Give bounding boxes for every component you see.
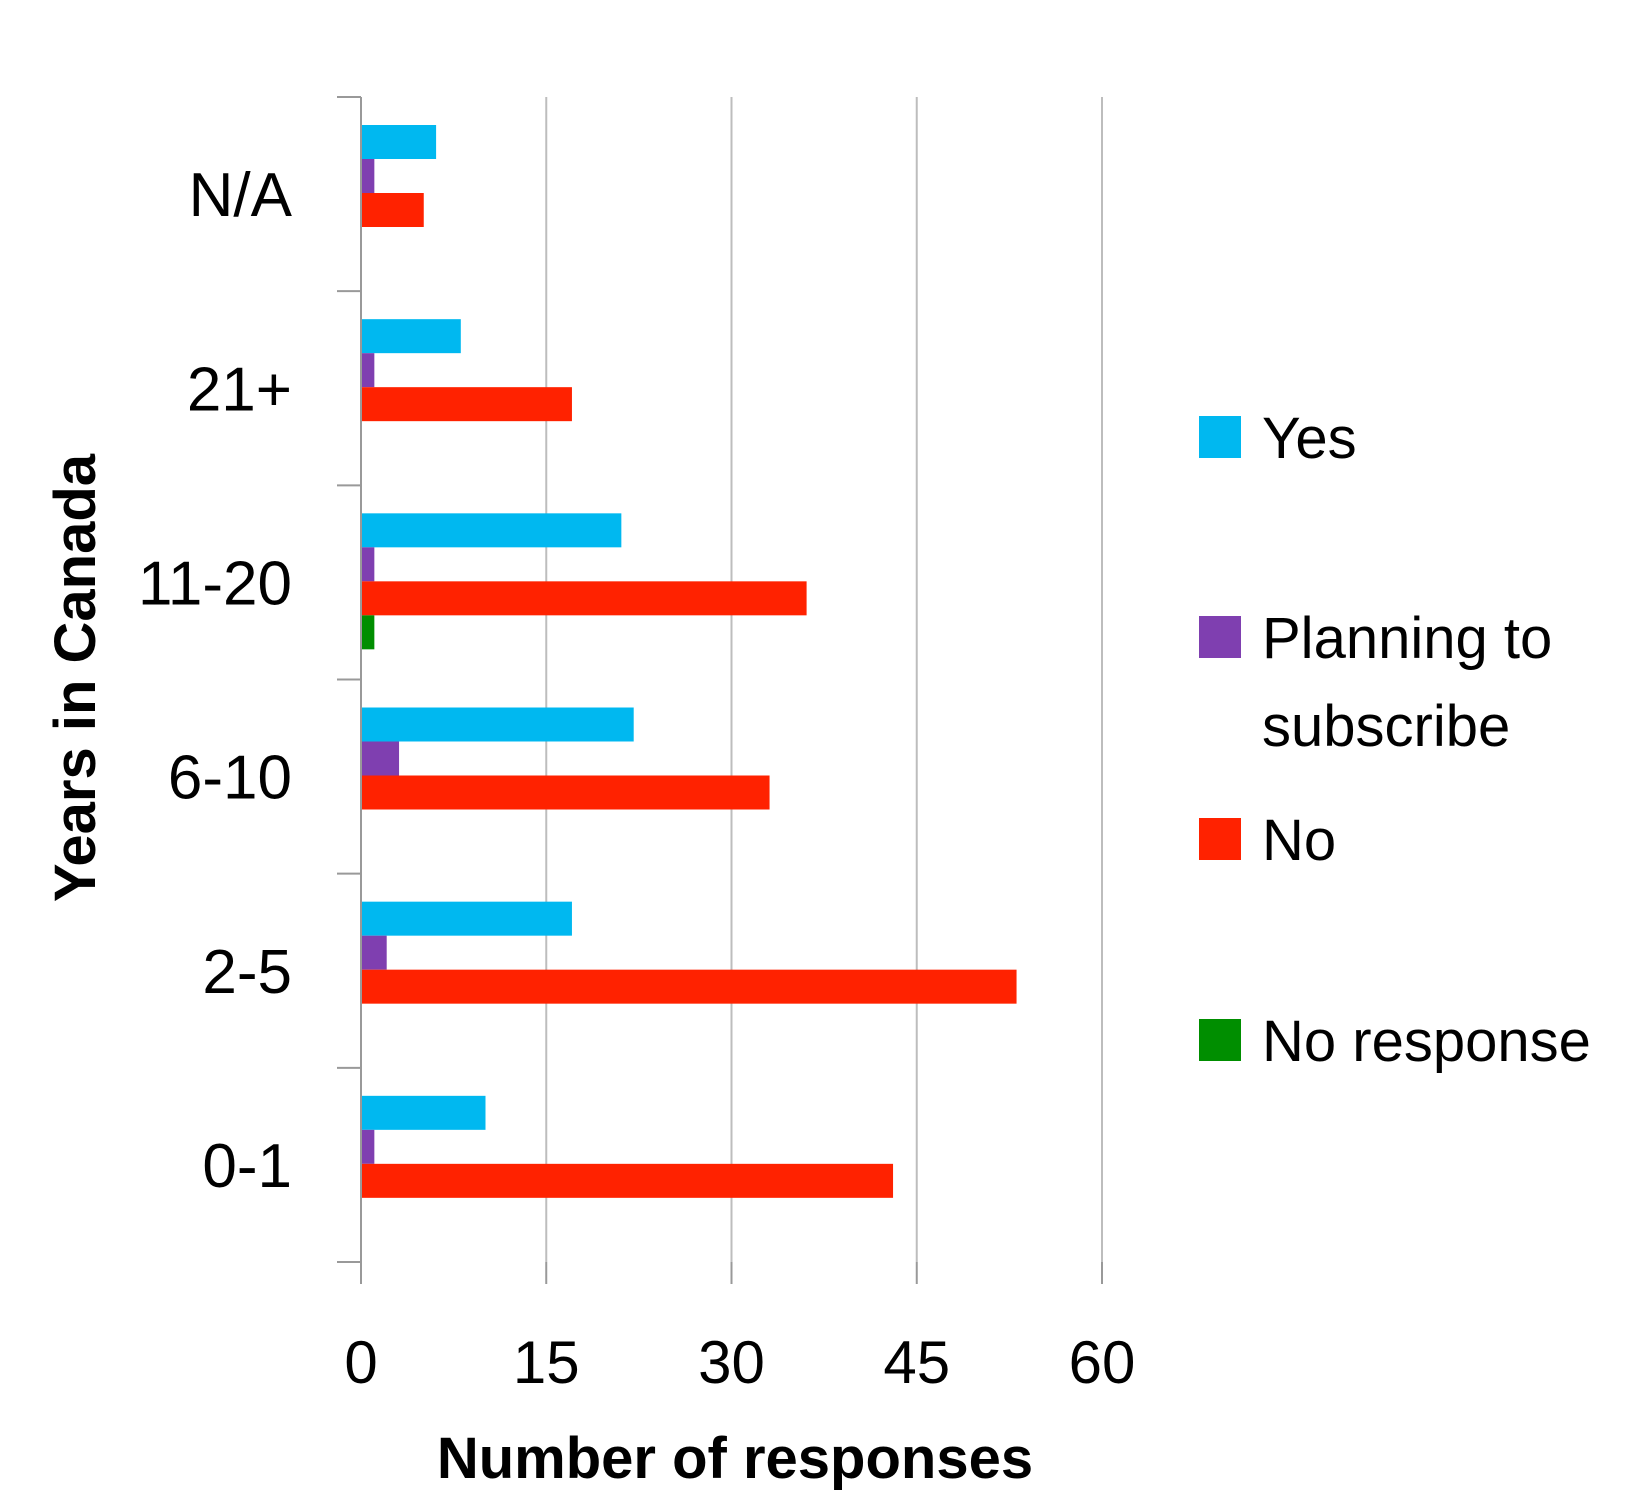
- x-tick-label-15: 15: [513, 1329, 580, 1396]
- legend-label: Planning to subscribe: [1262, 606, 1552, 759]
- x-tick-label-60: 60: [1069, 1329, 1136, 1396]
- y-category-label: 11-20: [138, 549, 292, 618]
- bar-planning-to-subscribe-25: [362, 935, 387, 970]
- x-tick-label-45: 45: [883, 1329, 950, 1396]
- bar-no-610: [362, 775, 770, 810]
- bar-no-21+: [362, 387, 572, 422]
- legend-swatch: [1199, 416, 1241, 458]
- x-tick-label-30: 30: [698, 1329, 765, 1396]
- y-category-label: N/A: [189, 161, 293, 230]
- y-category-label: 21+: [187, 355, 292, 424]
- bar-yes-25: [362, 901, 572, 936]
- bar-no-NA: [362, 193, 424, 227]
- legend-label: Yes: [1262, 406, 1357, 471]
- bar-yes-NA: [362, 125, 437, 159]
- y-category-label: 2-5: [202, 938, 292, 1007]
- bar-yes-21+: [362, 319, 461, 354]
- bar-planning-to-subscribe-NA: [362, 159, 375, 193]
- x-tick-labels: 0 15 30 45 60: [344, 1329, 1135, 1396]
- gridlines: [545, 97, 1103, 1262]
- bar-yes-01: [362, 1095, 486, 1130]
- bar-yes-610: [362, 707, 634, 742]
- legend: Yes Planning to subscribe No No response: [1199, 406, 1591, 1074]
- bar-no-1120: [362, 581, 807, 616]
- bar-yes-1120: [362, 513, 622, 548]
- legend-label: No response: [1262, 1009, 1591, 1074]
- bar-planning-to-subscribe-610: [362, 741, 400, 776]
- legend-label: No: [1262, 808, 1336, 873]
- bar-planning-to-subscribe-1120: [362, 547, 375, 582]
- legend-swatch: [1199, 616, 1241, 658]
- x-axis-title: Number of responses: [437, 1426, 1033, 1490]
- legend-swatch: [1199, 818, 1241, 860]
- y-category-label: 0-1: [202, 1132, 292, 1201]
- bars: [362, 125, 1017, 1198]
- axes: [337, 96, 1103, 1284]
- legend-swatch: [1199, 1019, 1241, 1061]
- y-category-labels: N/A 21+ 11-20 6-10 2-5 0-1: [138, 161, 293, 1201]
- y-category-label: 6-10: [168, 744, 292, 813]
- bar-no-01: [362, 1163, 894, 1198]
- x-tick-label-0: 0: [344, 1329, 377, 1396]
- bar-planning-to-subscribe-01: [362, 1129, 375, 1164]
- bar-planning-to-subscribe-21+: [362, 353, 375, 388]
- y-axis-title: Years in Canada: [43, 453, 108, 902]
- bar-no-25: [362, 969, 1017, 1004]
- bar-no-response-1120: [362, 615, 375, 650]
